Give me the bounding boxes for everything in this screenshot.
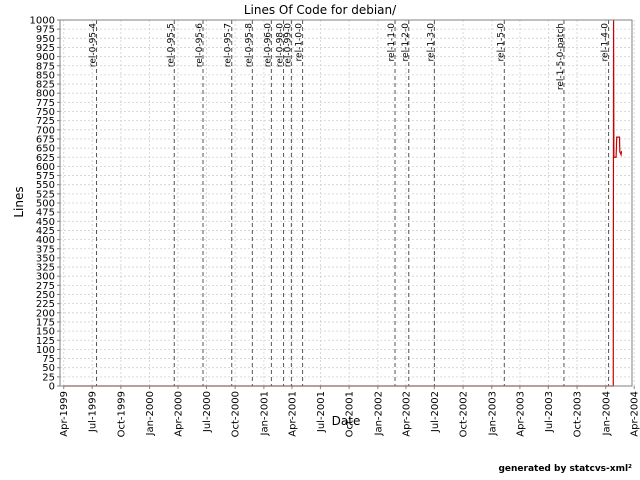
plot-area-frame [59,19,633,387]
release-markers: rel-0-95-4 rel-0-95-5 rel-0-95-6 rel-0-95-7… [89,20,611,386]
y-tick-label: 1000 [30,16,55,27]
release-marker-label: rel-0-98-0 [276,23,286,67]
x-tick-label: Jul-2000 [202,391,213,433]
x-tick-label: Jan-2000 [145,391,156,436]
release-marker-label: rel-1-3-0 [426,23,436,62]
y-tick-label: 75 [42,354,55,365]
y-tick-label: 675 [36,134,55,145]
x-tick-label: Jan-2003 [487,391,498,436]
y-tick-label: 300 [36,272,55,283]
y-axis: 0255075100125150175200225250275300325350… [30,16,60,393]
y-tick-label: 575 [36,171,55,182]
y-tick-label: 450 [36,217,55,228]
y-tick-label: 325 [36,263,55,274]
y-tick-label: 250 [36,290,55,301]
y-tick-label: 925 [36,43,55,54]
x-tick-label: Oct-2001 [345,391,356,437]
y-tick-label: 275 [36,281,55,292]
x-tick-label: Apr-1999 [59,391,70,437]
release-marker-label: rel-0-96-0 [263,23,273,67]
x-tick-label: Oct-1999 [116,391,127,437]
release-marker-label: rel-1-5-0-patch [556,23,566,90]
release-marker-label: rel-0-95-6 [195,23,205,67]
x-axis-label: Date [332,414,361,428]
y-tick-label: 125 [36,336,55,347]
y-tick-label: 525 [36,189,55,200]
release-marker-label: rel-0-95-4 [89,23,99,67]
release-marker-label: rel-1-0-0 [295,23,305,62]
y-tick-label: 500 [36,199,55,210]
y-tick-label: 750 [36,107,55,118]
y-tick-label: 825 [36,80,55,91]
x-tick-label: Jan-2001 [259,391,270,436]
y-tick-label: 225 [36,299,55,310]
series-lines [63,19,623,387]
x-tick-label: Oct-2002 [459,391,470,437]
y-tick-label: 775 [36,98,55,109]
release-marker-label: rel-0-95-5 [166,23,176,67]
y-tick-label: 700 [36,125,55,136]
y-tick-label: 100 [36,345,55,356]
y-tick-label: 475 [36,208,55,219]
x-tick-label: Oct-2000 [231,391,242,437]
y-tick-label: 200 [36,308,55,319]
release-marker-label: rel-0-99-0 [283,23,293,67]
y-axis-label: Lines [12,186,26,217]
y-tick-label: 850 [36,70,55,81]
release-marker-label: rel-0-95-7 [224,23,234,67]
release-marker-label: rel-1-2-0 [401,23,411,62]
x-tick-label: Apr-2002 [401,391,412,437]
y-tick-label: 375 [36,244,55,255]
y-tick-label: 975 [36,25,55,36]
y-tick-label: 50 [42,363,55,374]
y-tick-label: 25 [42,372,55,383]
y-tick-label: 400 [36,235,55,246]
x-tick-label: Jul-2002 [430,391,441,433]
y-tick-label: 900 [36,52,55,63]
y-tick-label: 950 [36,34,55,45]
grid-lines [60,19,635,387]
release-marker-label: rel-1-4-0 [601,23,611,62]
x-tick-label: Jan-2004 [601,391,612,436]
x-tick-label: Oct-2003 [573,391,584,437]
y-tick-label: 0 [49,382,55,393]
series-line [63,19,623,387]
release-marker-label: rel-0-95-8 [244,23,254,67]
y-tick-label: 350 [36,253,55,264]
y-tick-label: 800 [36,89,55,100]
x-tick-label: Apr-2003 [515,391,526,437]
y-tick-label: 175 [36,317,55,328]
release-marker-label: rel-1-5-0 [496,23,506,62]
x-tick-label: Apr-2000 [174,391,185,437]
y-tick-label: 550 [36,180,55,191]
x-axis: Apr-1999 Jul-1999 Oct-1999 Jan-2000 Apr-2000… [59,386,640,437]
y-tick-label: 725 [36,116,55,127]
y-tick-label: 150 [36,327,55,338]
x-tick-label: Jul-2001 [316,391,327,433]
x-tick-label: Apr-2004 [630,391,640,437]
y-tick-label: 875 [36,61,55,72]
y-tick-label: 425 [36,226,55,237]
x-tick-label: Jul-1999 [88,391,99,433]
x-tick-label: Jul-2003 [544,391,555,433]
release-marker-label: rel-1-1-0 [387,23,397,62]
chart-title: Lines Of Code for debian/ [244,3,397,17]
y-tick-label: 625 [36,153,55,164]
x-tick-label: Jan-2002 [373,391,384,436]
generated-by-footer: generated by statcvs-xml² [498,464,632,474]
y-tick-label: 600 [36,162,55,173]
y-tick-label: 650 [36,144,55,155]
x-tick-label: Apr-2001 [287,391,298,437]
